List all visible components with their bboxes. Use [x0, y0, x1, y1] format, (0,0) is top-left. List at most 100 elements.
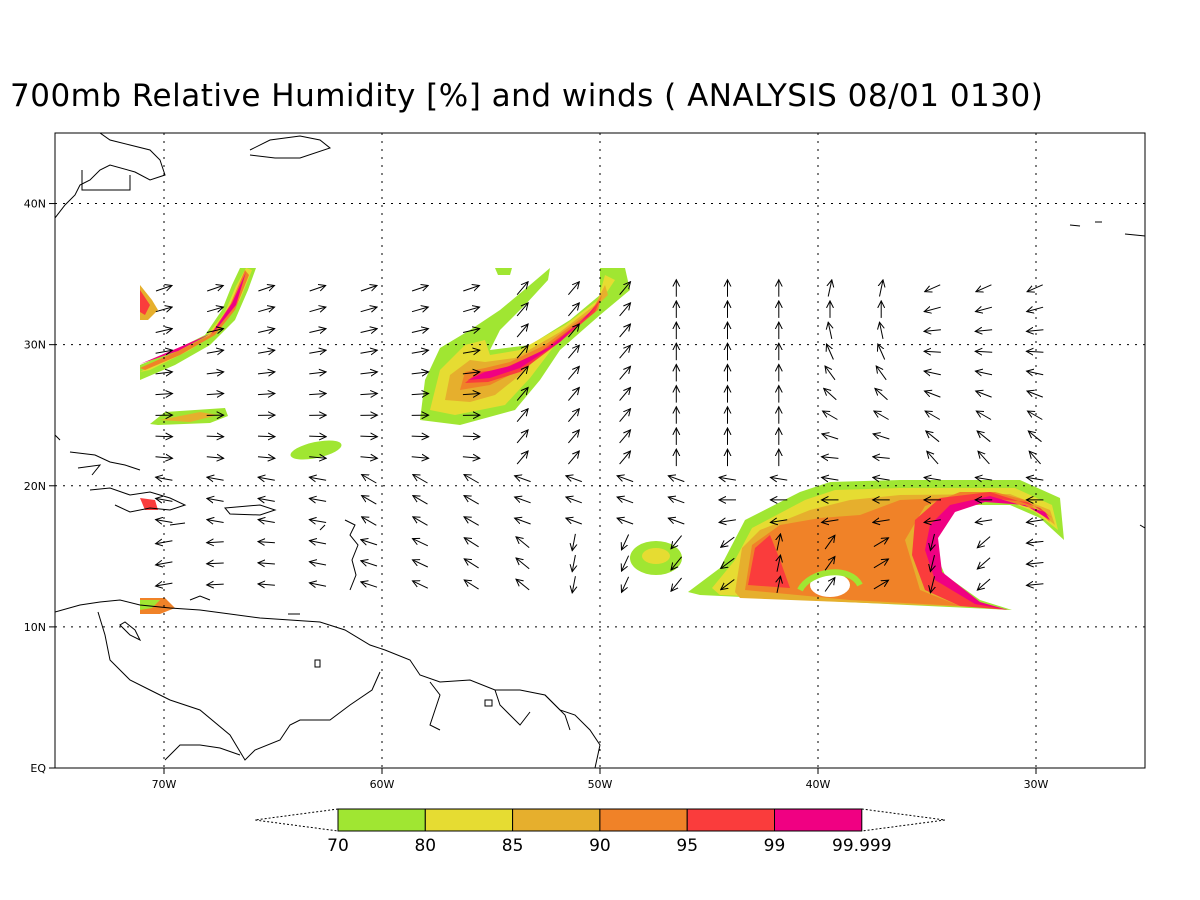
- wind-arrow: [464, 538, 479, 548]
- wind-arrow: [411, 436, 429, 437]
- wind-arrow: [924, 351, 941, 352]
- wind-arrow: [1027, 284, 1043, 292]
- colorbar-swatch: [512, 808, 601, 832]
- lon-tick-label: 30W: [1024, 778, 1049, 791]
- wind-arrow: [824, 557, 835, 571]
- wind-arrow: [155, 457, 173, 459]
- wind-arrow: [617, 518, 634, 525]
- colorbar-label: 80: [414, 836, 436, 856]
- wind-arrow: [516, 409, 528, 423]
- wind-arrow: [258, 350, 275, 353]
- wind-arrow: [464, 517, 479, 526]
- wind-arrow: [925, 391, 941, 398]
- wind-arrow: [822, 477, 839, 480]
- colorbar-label: 95: [676, 836, 698, 856]
- colorbar-label: 90: [589, 836, 611, 856]
- wind-arrow: [156, 541, 173, 544]
- wind-arrow: [258, 307, 274, 312]
- wind-arrow: [827, 344, 834, 360]
- wind-arrow: [155, 372, 173, 374]
- wind-arrow: [619, 282, 631, 296]
- wind-arrow: [515, 518, 531, 525]
- wind-arrow: [572, 533, 575, 551]
- wind-arrow: [619, 324, 631, 338]
- lat-tick-label: 20N: [24, 480, 46, 493]
- wind-arrow: [924, 520, 941, 523]
- wind-arrow: [671, 556, 682, 570]
- wind-arrow: [516, 345, 528, 359]
- wind-arrow: [719, 520, 736, 523]
- wind-arrow: [873, 559, 889, 569]
- wind-arrow: [516, 282, 528, 296]
- wind-arrow: [309, 307, 326, 312]
- wind-arrow: [668, 497, 685, 504]
- wind-arrow: [822, 434, 839, 439]
- wind-arrow: [976, 307, 993, 311]
- wind-arrow: [309, 477, 327, 480]
- wind-arrow: [568, 451, 579, 465]
- wind-arrow: [568, 324, 579, 338]
- wind-arrow: [360, 436, 377, 437]
- wind-arrow: [977, 578, 991, 590]
- wind-arrow: [927, 451, 939, 465]
- lon-tick-label: 40W: [806, 778, 831, 791]
- wind-arrow: [361, 561, 378, 566]
- wind-arrow: [1028, 431, 1042, 443]
- wind-arrow: [258, 329, 275, 333]
- lat-tick-label: 40N: [24, 198, 46, 211]
- wind-arrow: [1027, 520, 1044, 523]
- colorbar-swatch: [599, 808, 688, 832]
- wind-arrow: [362, 475, 377, 484]
- colorbar-label: 99.999: [832, 836, 891, 856]
- wind-arrow: [413, 517, 428, 526]
- wind-arrow: [258, 584, 275, 585]
- wind-arrow: [411, 350, 429, 353]
- wind-arrow: [155, 436, 173, 437]
- grid-lines: [55, 133, 1145, 768]
- wind-arrow: [515, 497, 531, 504]
- wind-arrow: [777, 576, 781, 594]
- wind-arrow: [975, 371, 993, 375]
- wind-arrow: [362, 496, 377, 505]
- wind-arrow: [566, 518, 582, 525]
- wind-arrow: [362, 517, 377, 526]
- wind-arrow: [770, 520, 788, 523]
- colorbar-swatch: [337, 808, 426, 832]
- wind-arrow: [824, 578, 835, 592]
- wind-arrow: [462, 329, 480, 333]
- axis-labels: 70W 60W 50W 40W 30W EQ 10N 20N 30N 40N: [24, 198, 1049, 791]
- wind-arrow: [873, 580, 889, 590]
- wind-arrow: [258, 498, 275, 501]
- wind-arrow: [361, 582, 378, 587]
- wind-arrow: [828, 280, 832, 297]
- wind-arrow: [411, 394, 429, 395]
- map-title: 700mb Relative Humidity [%] and winds ( …: [10, 78, 1044, 114]
- wind-arrow: [930, 576, 934, 593]
- colorbar-swatch: [774, 808, 863, 832]
- wind-arrow: [619, 430, 631, 444]
- wind-arrow: [566, 497, 582, 504]
- wind-arrow: [464, 475, 479, 484]
- wind-arrow: [516, 579, 530, 591]
- wind-arrow: [824, 388, 837, 401]
- wind-arrow: [360, 329, 378, 333]
- wind-arrow: [568, 282, 579, 296]
- wind-arrow: [516, 558, 530, 570]
- wind-arrow: [411, 307, 428, 312]
- wind-arrow: [668, 518, 685, 525]
- wind-arrow: [464, 580, 479, 590]
- wind-arrow: [309, 329, 326, 333]
- wind-arrow: [975, 477, 993, 480]
- wind-arrow: [309, 498, 327, 501]
- wind-arrow: [413, 539, 429, 547]
- colorbar-extend-low: [254, 808, 339, 832]
- wind-arrow: [622, 576, 630, 593]
- lon-tick-label: 70W: [152, 778, 177, 791]
- wind-arrow: [1027, 330, 1044, 332]
- wind-arrow: [568, 366, 579, 380]
- wind-arrow: [925, 411, 941, 420]
- wind-arrow: [873, 520, 890, 523]
- wind-arrow: [155, 307, 172, 312]
- wind-arrow: [823, 411, 838, 420]
- wind-arrow: [880, 280, 884, 297]
